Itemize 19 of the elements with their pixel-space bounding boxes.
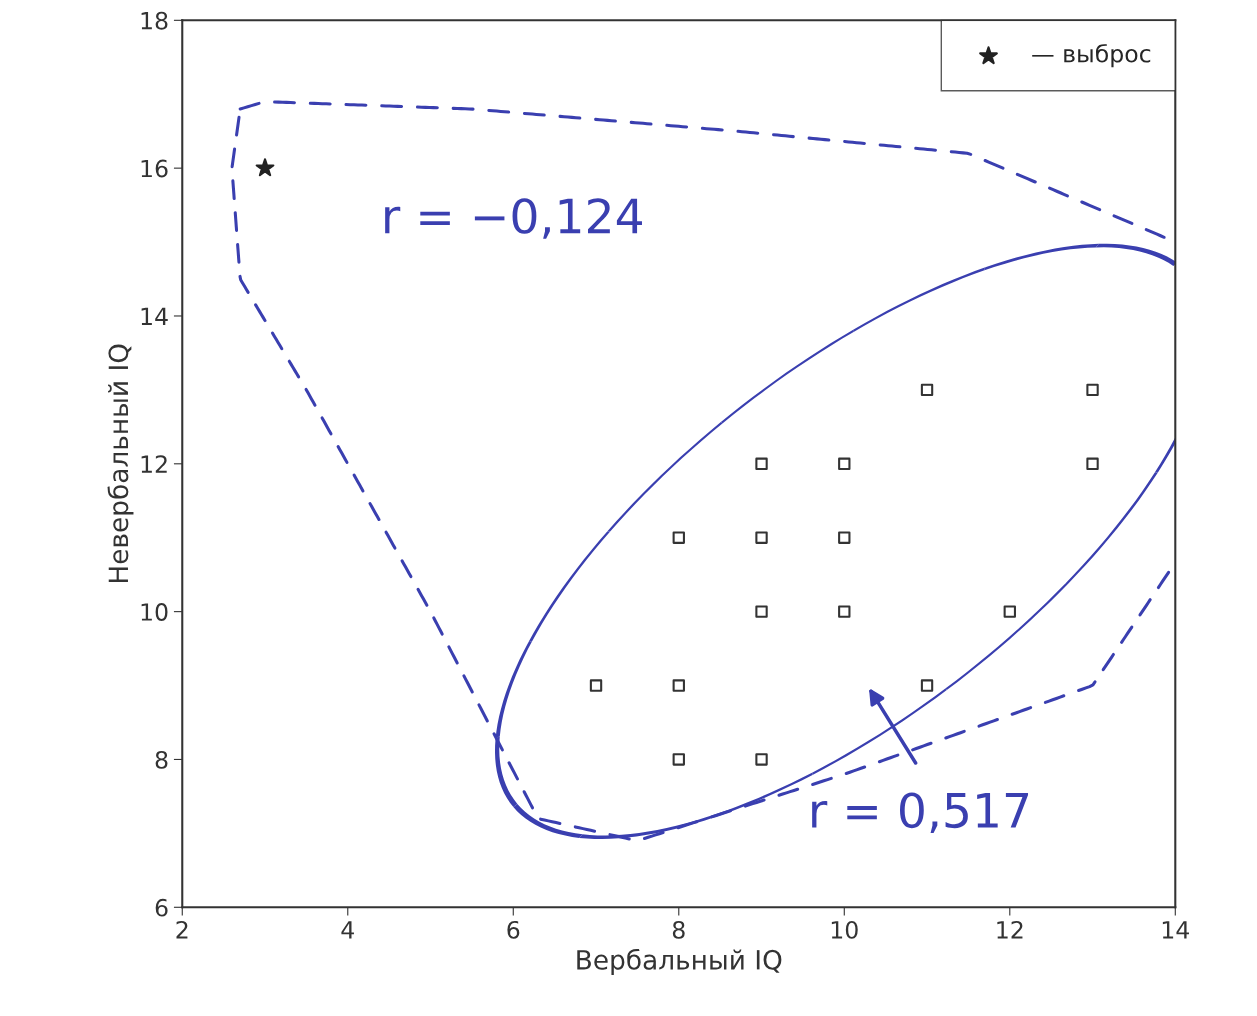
x-tick-label: 2 — [176, 920, 188, 939]
legend-label: — выброс — [1032, 43, 1151, 68]
y-tick-label: 18 — [141, 11, 168, 30]
x-tick-label: 6 — [507, 920, 520, 939]
y-axis-title: Невербальный IQ — [107, 344, 134, 583]
x-axis-title: Вербальный IQ — [577, 948, 782, 975]
x-tick-label: 4 — [341, 921, 354, 939]
y-tick-label: 12 — [141, 455, 167, 473]
annotation: r = −0,124 — [385, 198, 642, 239]
y-tick-label: 6 — [155, 898, 168, 917]
y-tick-label: 16 — [141, 159, 168, 178]
x-tick-label: 8 — [672, 920, 685, 939]
x-tick-label: 14 — [1162, 921, 1189, 939]
y-tick-label: 10 — [141, 603, 168, 621]
y-tick-label: 14 — [141, 307, 168, 325]
annotation: r = 0,517 — [812, 792, 1029, 833]
x-tick-label: 12 — [997, 920, 1023, 939]
x-tick-label: 10 — [831, 920, 858, 939]
y-tick-label: 8 — [155, 750, 168, 769]
